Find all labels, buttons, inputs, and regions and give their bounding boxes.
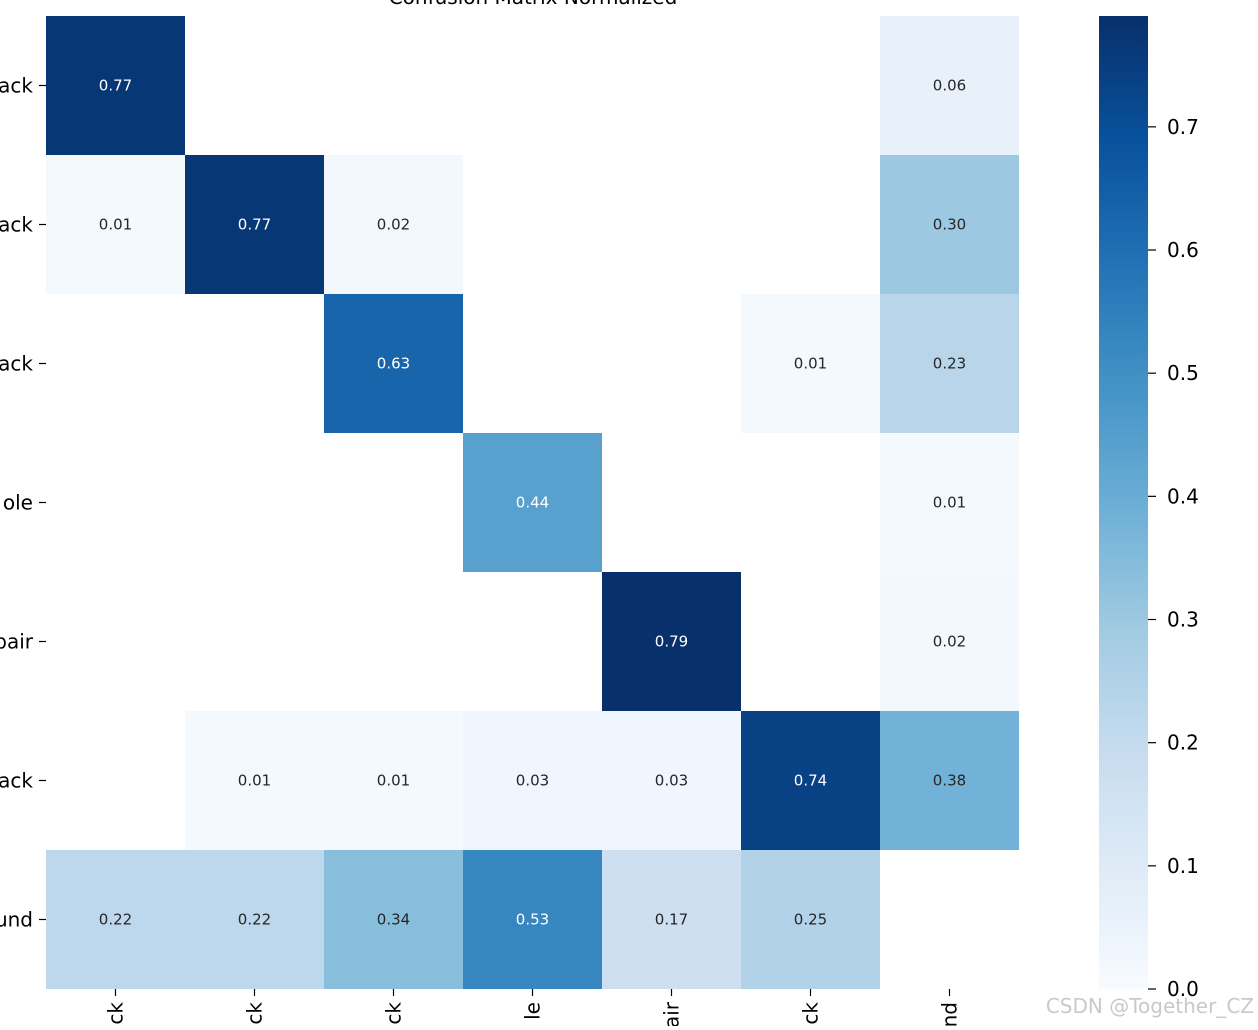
heatmap-cell [880, 433, 1019, 572]
heatmap-cell [463, 850, 602, 989]
heatmap-cell [324, 294, 463, 433]
colorbar-tick-label: 0.2 [1167, 731, 1199, 755]
heatmap-cell [185, 711, 324, 850]
heatmap-cell [46, 155, 185, 294]
cell-value-label: 0.02 [933, 633, 966, 651]
colorbar-tick-label: 0.0 [1167, 977, 1199, 1001]
row-tick-label: ack [0, 74, 33, 98]
row-tick-label: ack [0, 352, 33, 376]
row-tick-label: ack [0, 769, 33, 793]
colorbar [1099, 16, 1148, 989]
cell-value-label: 0.30 [933, 216, 966, 234]
heatmap-cell [185, 850, 324, 989]
heatmap-cell [46, 850, 185, 989]
watermark: CSDN @Together_CZ [1045, 994, 1254, 1018]
cell-value-label: 0.63 [377, 355, 410, 373]
colorbar-tick-label: 0.4 [1167, 484, 1199, 508]
cell-value-label: 0.03 [655, 772, 688, 790]
heatmap-cell [463, 433, 602, 572]
cell-value-label: 0.01 [794, 355, 827, 373]
heatmap-cell [602, 572, 741, 711]
cell-value-label: 0.79 [655, 633, 688, 651]
row-tick-label: und [0, 908, 33, 932]
heatmap-cell [741, 294, 880, 433]
cell-value-label: 0.77 [99, 77, 132, 95]
cell-value-label: 0.74 [794, 772, 827, 790]
heatmap-cell [880, 711, 1019, 850]
heatmap-cell [602, 711, 741, 850]
column-labels: ck ck ck le air ck nd [104, 989, 962, 1028]
cell-value-label: 0.34 [377, 911, 410, 929]
row-tick-label: pair [0, 630, 34, 654]
cell-value-label: 0.01 [377, 772, 410, 790]
heatmap-cells: 0.77 0.06 0.01 0.77 0.02 0.30 0.63 0.01 0.23 0.44… [46, 16, 1019, 989]
cell-value-label: 0.01 [99, 216, 132, 234]
chart-title: Confusion Matrix Normalized [389, 0, 678, 9]
heatmap-cell [880, 155, 1019, 294]
cell-value-label: 0.03 [516, 772, 549, 790]
cell-value-label: 0.22 [99, 911, 132, 929]
cell-value-label: 0.25 [794, 911, 827, 929]
cell-value-label: 0.17 [655, 911, 688, 929]
heatmap-cell [880, 572, 1019, 711]
col-tick-label: ck [104, 1002, 128, 1025]
heatmap-cell [880, 16, 1019, 155]
col-tick-label: ck [243, 1002, 267, 1025]
heatmap-cell [880, 294, 1019, 433]
cell-value-label: 0.01 [933, 494, 966, 512]
cell-value-label: 0.44 [516, 494, 549, 512]
col-tick-label: le [521, 1002, 545, 1020]
row-tick-label: ole [3, 491, 33, 515]
col-tick-label: nd [938, 1002, 962, 1026]
heatmap-cell [741, 850, 880, 989]
colorbar-ticks: 0.0 0.1 0.2 0.3 0.4 0.5 0.6 0.7 [1148, 115, 1199, 1001]
heatmap-cell [324, 850, 463, 989]
row-tick-label: ack [0, 213, 33, 237]
cell-value-label: 0.23 [933, 355, 966, 373]
col-tick-label: ck [799, 1002, 823, 1025]
heatmap-cell [602, 850, 741, 989]
heatmap-cell [741, 711, 880, 850]
cell-value-label: 0.77 [238, 216, 271, 234]
col-tick-label: air [660, 1001, 684, 1026]
cell-value-label: 0.01 [238, 772, 271, 790]
row-labels: ack ack ack ole pair ack und [0, 74, 46, 932]
colorbar-tick-label: 0.7 [1167, 115, 1199, 139]
heatmap-cell [324, 711, 463, 850]
heatmap-cell [463, 711, 602, 850]
heatmap-cell [46, 16, 185, 155]
heatmap-cell [185, 155, 324, 294]
heatmap-cell [324, 155, 463, 294]
colorbar-tick-label: 0.5 [1167, 361, 1199, 385]
colorbar-tick-label: 0.3 [1167, 608, 1199, 632]
cell-value-label: 0.06 [933, 77, 966, 95]
col-tick-label: ck [382, 1002, 406, 1025]
cell-value-label: 0.02 [377, 216, 410, 234]
cell-value-label: 0.53 [516, 911, 549, 929]
cell-value-label: 0.22 [238, 911, 271, 929]
cell-value-label: 0.38 [933, 772, 966, 790]
colorbar-tick-label: 0.6 [1167, 238, 1199, 262]
colorbar-tick-label: 0.1 [1167, 854, 1199, 878]
